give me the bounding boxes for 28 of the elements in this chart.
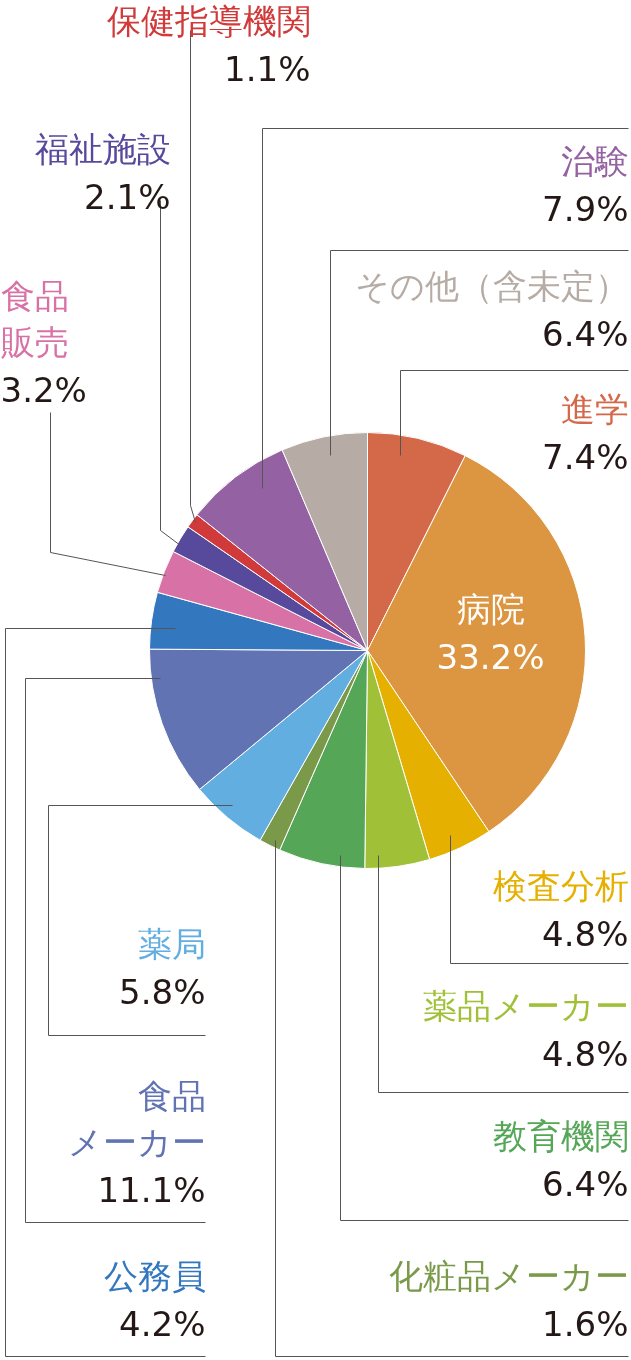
slice-label: 食品販売 — [0, 275, 69, 362]
data-label: 1.6% — [542, 1303, 629, 1344]
slice-label: 教育機関 — [492, 1115, 629, 1156]
data-label: 33.2% — [436, 636, 545, 677]
data-label: 2.1% — [84, 176, 171, 217]
slice-label: 化粧品メーカー — [388, 1255, 629, 1296]
data-label: 7.9% — [542, 188, 629, 229]
data-label: 11.1% — [97, 1169, 206, 1210]
slice-label: 食品メーカー — [67, 1075, 206, 1162]
slice-label: 薬局 — [137, 923, 206, 964]
slice-label: 薬品メーカー — [422, 985, 629, 1026]
slice-label: 検査分析 — [492, 865, 629, 906]
data-label: 7.4% — [542, 436, 629, 477]
data-label: 4.8% — [542, 1033, 629, 1074]
slice-label: 病院 — [456, 588, 525, 629]
slice-label: 治験 — [560, 140, 629, 181]
data-label: 4.2% — [119, 1303, 206, 1344]
data-label: 1.1% — [224, 48, 311, 89]
slice-label: 進学 — [560, 388, 629, 429]
slice-label: 福祉施設 — [34, 128, 171, 169]
data-label: 3.2% — [0, 369, 87, 410]
slice-label: 保健指導機関 — [106, 0, 311, 41]
data-label: 6.4% — [542, 313, 629, 354]
data-label: 6.4% — [542, 1163, 629, 1204]
data-label: 4.8% — [542, 913, 629, 954]
slice-label: その他（含未定） — [354, 265, 629, 306]
slice-label: 公務員 — [103, 1255, 206, 1296]
data-label: 5.8% — [119, 971, 206, 1012]
